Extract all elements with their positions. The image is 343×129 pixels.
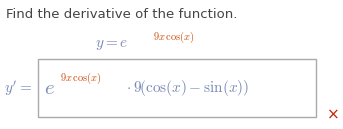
Text: $\mathit{y'} =$: $\mathit{y'} =$ xyxy=(4,78,32,98)
Bar xyxy=(38,59,316,117)
Text: $9x\,\cos(x)$: $9x\,\cos(x)$ xyxy=(153,30,194,45)
Text: $\mathit{y} = e$: $\mathit{y} = e$ xyxy=(95,38,128,52)
Text: $e$: $e$ xyxy=(44,79,55,98)
Text: $\times$: $\times$ xyxy=(326,106,339,121)
Text: Find the derivative of the function.: Find the derivative of the function. xyxy=(6,8,237,21)
Text: $\cdot\;9\!\left(\cos(x) - \sin(x)\right)$: $\cdot\;9\!\left(\cos(x) - \sin(x)\right… xyxy=(126,78,249,98)
Text: $9x\,\cos(x)$: $9x\,\cos(x)$ xyxy=(60,70,102,86)
